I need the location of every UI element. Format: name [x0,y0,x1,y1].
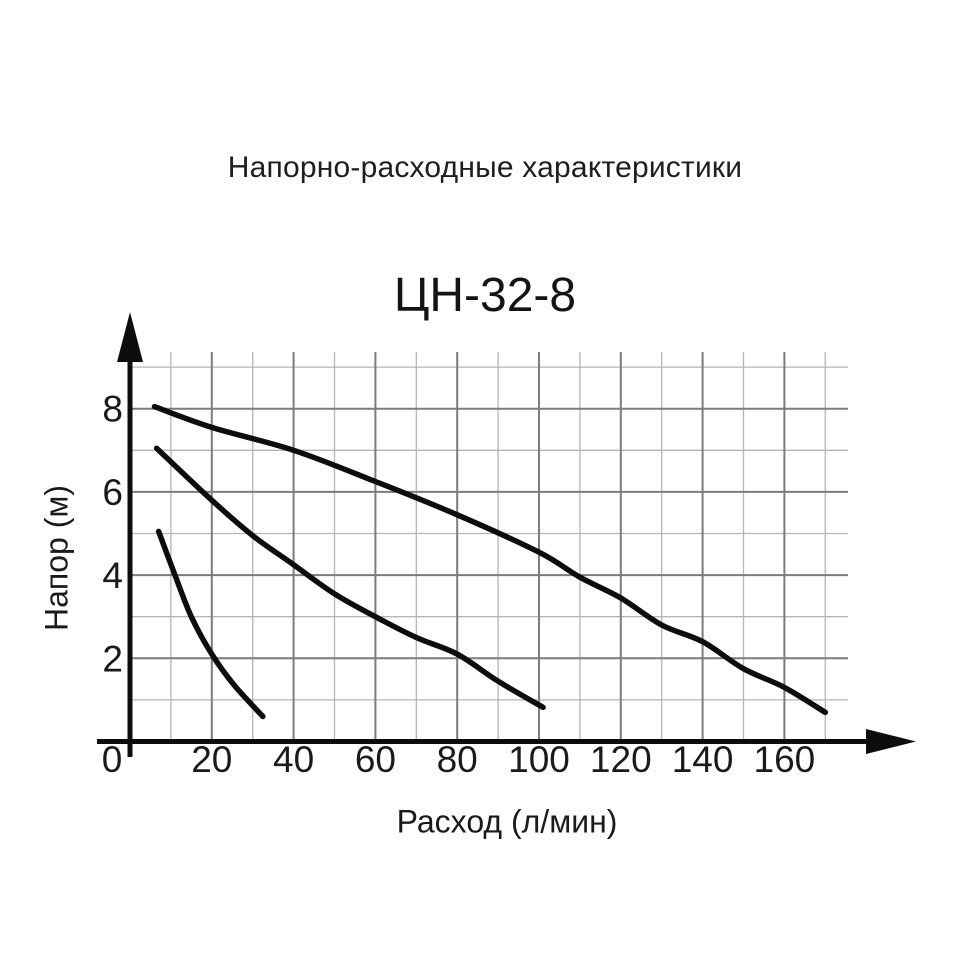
x-tick-label: 120 [590,739,652,780]
x-tick-label: 0 [102,739,123,780]
x-axis-arrow-icon [866,729,916,754]
chart-title: ЦН-32-8 [393,269,577,322]
y-tick-label: 6 [102,472,123,513]
y-axis-arrow-icon [117,312,143,362]
x-axis-label: Расход (л/мин) [396,803,618,840]
x-tick-label: 100 [508,739,570,780]
x-tick-label: 20 [191,739,232,780]
pump-curve [155,528,266,720]
pump-curve [153,445,546,711]
x-tick-label: 160 [754,739,816,780]
y-tick-label: 8 [102,389,123,430]
x-tick-label: 80 [437,739,478,780]
figure-title: Напорно-расходные характеристики [227,151,743,184]
x-tick-label: 140 [672,739,734,780]
x-tick-label: 60 [355,739,396,780]
pump-curve [151,403,829,716]
y-tick-label: 4 [102,555,123,596]
x-tick-label: 40 [273,739,314,780]
y-tick-label: 2 [102,638,123,679]
